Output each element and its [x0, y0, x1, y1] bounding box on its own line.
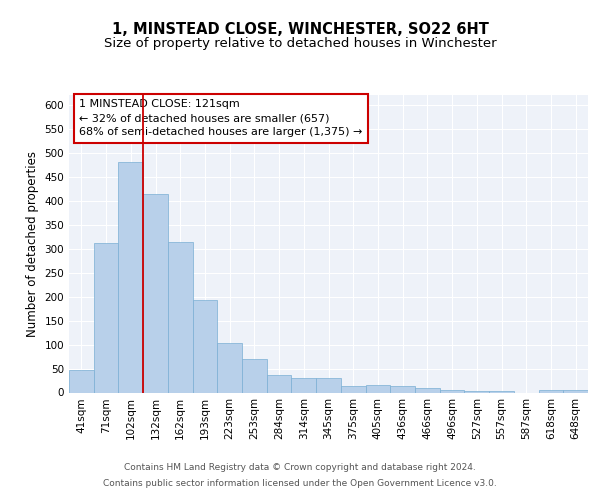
Bar — [365, 386, 390, 392]
Bar — [94, 244, 118, 392]
Bar — [242, 359, 267, 392]
Bar — [168, 242, 193, 392]
Bar — [69, 370, 94, 392]
Y-axis label: Number of detached properties: Number of detached properties — [26, 151, 39, 337]
Bar — [292, 378, 316, 392]
Text: 1 MINSTEAD CLOSE: 121sqm
← 32% of detached houses are smaller (657)
68% of semi-: 1 MINSTEAD CLOSE: 121sqm ← 32% of detach… — [79, 100, 363, 138]
Bar — [440, 390, 464, 392]
Text: Contains HM Land Registry data © Crown copyright and database right 2024.: Contains HM Land Registry data © Crown c… — [124, 464, 476, 472]
Bar — [217, 342, 242, 392]
Text: Size of property relative to detached houses in Winchester: Size of property relative to detached ho… — [104, 38, 496, 51]
Bar — [193, 300, 217, 392]
Text: 1, MINSTEAD CLOSE, WINCHESTER, SO22 6HT: 1, MINSTEAD CLOSE, WINCHESTER, SO22 6HT — [112, 22, 488, 38]
Text: Contains public sector information licensed under the Open Government Licence v3: Contains public sector information licen… — [103, 478, 497, 488]
Bar — [539, 390, 563, 392]
Bar — [415, 388, 440, 392]
Bar — [390, 386, 415, 392]
Bar — [118, 162, 143, 392]
Bar — [267, 374, 292, 392]
Bar — [316, 378, 341, 392]
Bar — [143, 194, 168, 392]
Bar — [341, 386, 365, 392]
Bar — [563, 390, 588, 392]
Bar — [464, 391, 489, 392]
Bar — [489, 391, 514, 392]
